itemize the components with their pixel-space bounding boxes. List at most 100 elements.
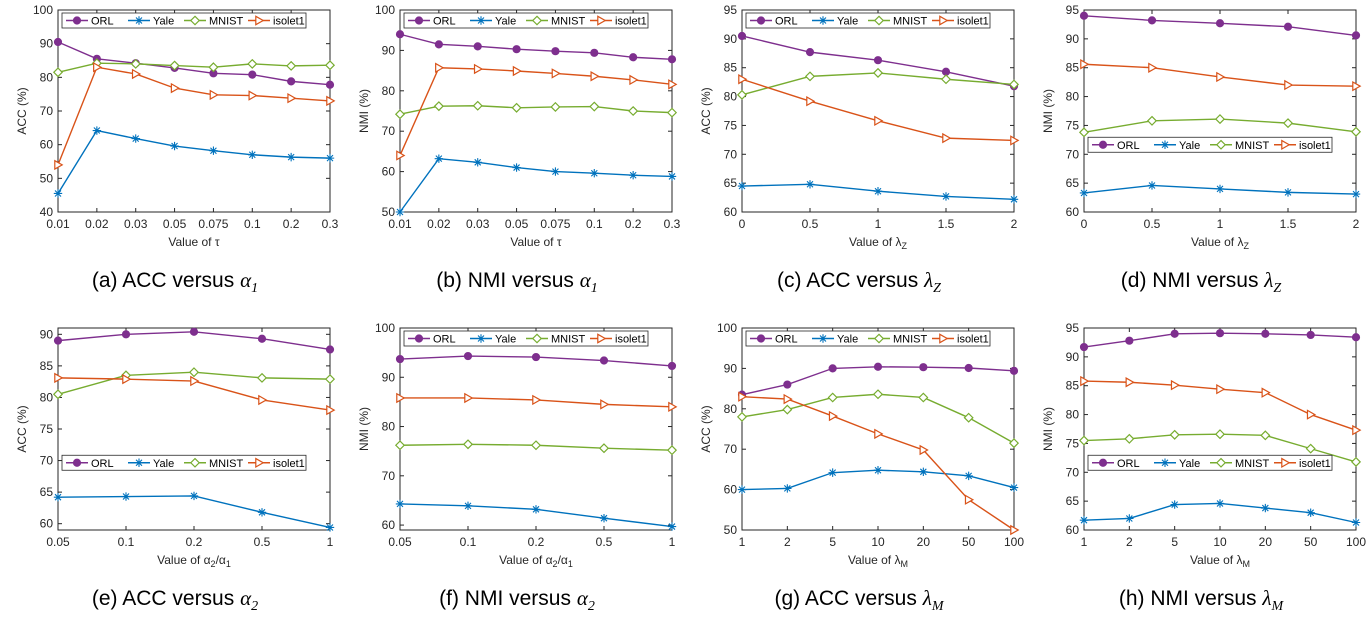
legend: ORL Yale MNIST isolet1	[1087, 136, 1333, 153]
x-tick-label: 0.1	[244, 217, 261, 231]
legend-marker-orl	[414, 16, 424, 25]
caption-subscript: Z	[933, 281, 941, 297]
caption-symbol: α	[579, 268, 591, 292]
legend-marker-mnist	[189, 457, 201, 468]
data-point-mnist	[1008, 79, 1020, 90]
data-point-orl	[737, 31, 747, 41]
data-point-yale	[121, 492, 131, 501]
data-point-yale	[1079, 188, 1089, 198]
data-point-isolet1	[435, 62, 445, 74]
series-isolet1	[738, 74, 1020, 146]
y-tick-label: 60	[724, 483, 738, 497]
legend-marker-mnist	[873, 15, 885, 26]
data-point-orl	[783, 380, 792, 389]
data-point-orl	[473, 42, 482, 51]
x-tick-label: 5	[829, 535, 836, 549]
x-tick-label: 0.01	[388, 217, 412, 231]
data-point-yale	[737, 181, 747, 191]
plot-area	[1083, 9, 1357, 213]
x-axis-label: Value of λZ	[849, 235, 907, 251]
data-point-orl	[1306, 330, 1315, 340]
data-point-isolet1	[1216, 383, 1226, 395]
x-tick-label: 2	[1011, 217, 1018, 231]
series-mnist	[736, 67, 1020, 100]
y-tick-label: 60	[724, 205, 738, 219]
x-tick-label: 0.075	[198, 217, 228, 231]
y-axis-label: ACC (%)	[15, 405, 29, 452]
y-axis-label: NMI (%)	[1041, 89, 1055, 133]
data-point-mnist	[736, 411, 748, 422]
data-point-mnist	[872, 67, 884, 78]
series-mnist	[1078, 114, 1362, 138]
data-point-yale	[1306, 508, 1315, 517]
series-line-orl	[399, 33, 673, 60]
data-point-yale	[1215, 184, 1225, 194]
series-isolet1	[396, 62, 678, 161]
data-point-isolet1	[464, 392, 474, 404]
x-axis-label: Value of τ	[168, 235, 219, 249]
data-point-orl	[919, 363, 928, 372]
data-point-yale	[1261, 503, 1270, 513]
data-point-orl	[395, 354, 405, 364]
data-point-mnist	[589, 101, 600, 112]
data-point-isolet1	[396, 392, 406, 404]
chart-a: 40 50 60 70 80 90 100 0.01 0.02 0.03 0.05 0.075 0.1 0…	[15, 3, 339, 249]
data-point-orl	[551, 47, 560, 56]
data-point-yale	[1125, 514, 1134, 523]
data-point-yale	[551, 167, 560, 176]
data-point-yale	[257, 508, 267, 517]
legend-label-yale: Yale	[153, 458, 174, 470]
caption-subscript: 2	[587, 599, 595, 615]
x-tick-label: 50	[962, 535, 976, 549]
caption-symbol: α	[576, 586, 588, 610]
data-point-orl	[1283, 22, 1293, 31]
series-mnist	[394, 439, 678, 456]
x-tick-label: 1	[875, 217, 882, 231]
y-tick-label: 90	[1066, 32, 1080, 46]
series-mnist	[394, 100, 678, 120]
data-point-mnist	[782, 404, 793, 415]
legend-marker-orl	[414, 334, 424, 343]
caption-subscript: Z	[1273, 281, 1282, 297]
x-tick-label: 0.5	[802, 217, 819, 231]
data-point-isolet1	[1080, 375, 1090, 387]
data-point-yale	[131, 134, 140, 143]
legend-label-orl: ORL	[433, 334, 456, 346]
data-point-mnist	[530, 440, 542, 451]
chart-panel-b: 50 60 70 80 90 100 0.01 0.02 0.03 0.05 0.075 0.1 0.2…	[352, 0, 682, 296]
data-point-mnist	[1078, 127, 1090, 138]
data-point-mnist	[130, 58, 141, 69]
data-point-isolet1	[738, 74, 748, 85]
data-point-mnist	[963, 412, 974, 423]
legend-marker-orl	[1098, 140, 1108, 149]
legend-marker-yale	[134, 458, 144, 467]
data-point-orl	[1170, 329, 1179, 338]
data-point-yale	[1170, 500, 1179, 509]
data-point-isolet1	[190, 375, 200, 387]
legend-label-yale: Yale	[495, 16, 516, 28]
data-point-orl	[964, 363, 973, 373]
caption-text: (h) NMI versus	[1118, 587, 1263, 610]
data-point-mnist	[52, 67, 64, 78]
x-tick-label: 0.1	[118, 535, 135, 549]
legend-marker-orl	[1098, 458, 1108, 467]
caption-text: (a) ACC versus	[91, 269, 241, 292]
data-point-mnist	[804, 71, 816, 82]
y-tick-label: 90	[724, 361, 738, 375]
caption-subscript: M	[1271, 599, 1284, 615]
legend-marker-mnist	[189, 15, 201, 26]
x-tick-label: 1.5	[1280, 217, 1297, 231]
data-point-isolet1	[258, 394, 268, 406]
legend-marker-mnist	[1215, 139, 1227, 150]
data-point-isolet1	[783, 393, 793, 405]
caption-text: (b) NMI versus	[436, 269, 580, 292]
series-mnist	[1078, 429, 1362, 467]
data-point-isolet1	[473, 63, 484, 75]
data-point-yale	[1351, 518, 1361, 527]
data-point-yale	[919, 467, 928, 477]
data-point-yale	[628, 171, 638, 180]
caption-symbol: α	[240, 586, 252, 610]
series-orl	[395, 30, 677, 64]
caption-symbol: λ	[924, 268, 934, 292]
data-point-orl	[1215, 19, 1225, 28]
